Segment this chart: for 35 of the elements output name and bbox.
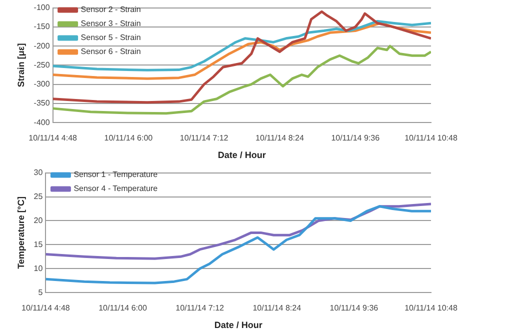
legend-label: Sensor 1 - Temperature [74,170,158,180]
y-tick-label: -350 [34,98,50,108]
x-axis-title: Date / Hour [218,150,266,160]
y-tick-label: -200 [34,41,50,50]
y-axis-title: Strain [με] [16,43,26,88]
legend-label: Sensor 3 - Strain [80,19,141,28]
x-tick-label: 10/11/14 9:36 [331,134,380,143]
x-tick-label: 10/11/14 7:12 [180,134,229,143]
legend-label: Sensor 4 - Temperature [74,184,158,194]
x-tick-label: 10/11/14 7:12 [176,304,225,313]
x-tick-label: 10/11/14 10:48 [404,304,458,313]
x-axis-title: Date / Hour [214,320,263,330]
x-tick-label: 10/11/14 4:48 [22,304,70,313]
legend-label: Sensor 2 - Strain [80,5,141,14]
legend-label: Sensor 6 - Strain [80,47,141,56]
y-tick-label: 20 [34,216,44,225]
y-axis-title: Temperature [°C] [16,196,26,269]
y-tick-label: -400 [34,118,50,127]
y-tick-label: -100 [34,3,50,12]
y-tick-label: -150 [34,22,50,32]
x-tick-label: 10/11/14 8:24 [252,304,302,313]
x-tick-label: 10/11/14 9:36 [330,304,379,313]
y-tick-label: -250 [34,60,50,70]
x-tick-label: 10/11/14 4:48 [28,134,78,143]
legend-label: Sensor 5 - Strain [80,33,141,42]
x-tick-label: 10/11/14 8:24 [256,134,304,143]
y-tick-label: 15 [34,240,44,249]
y-tick-label: -300 [34,80,50,89]
x-tick-label: 10/11/14 10:48 [404,134,458,143]
y-tick-label: 10 [34,264,44,273]
y-tick-label: 5 [38,288,44,297]
x-tick-label: 10/11/14 6:00 [98,304,148,313]
y-tick-label: 30 [34,168,44,178]
y-tick-label: 25 [34,192,44,201]
x-tick-label: 10/11/14 6:00 [104,134,154,143]
